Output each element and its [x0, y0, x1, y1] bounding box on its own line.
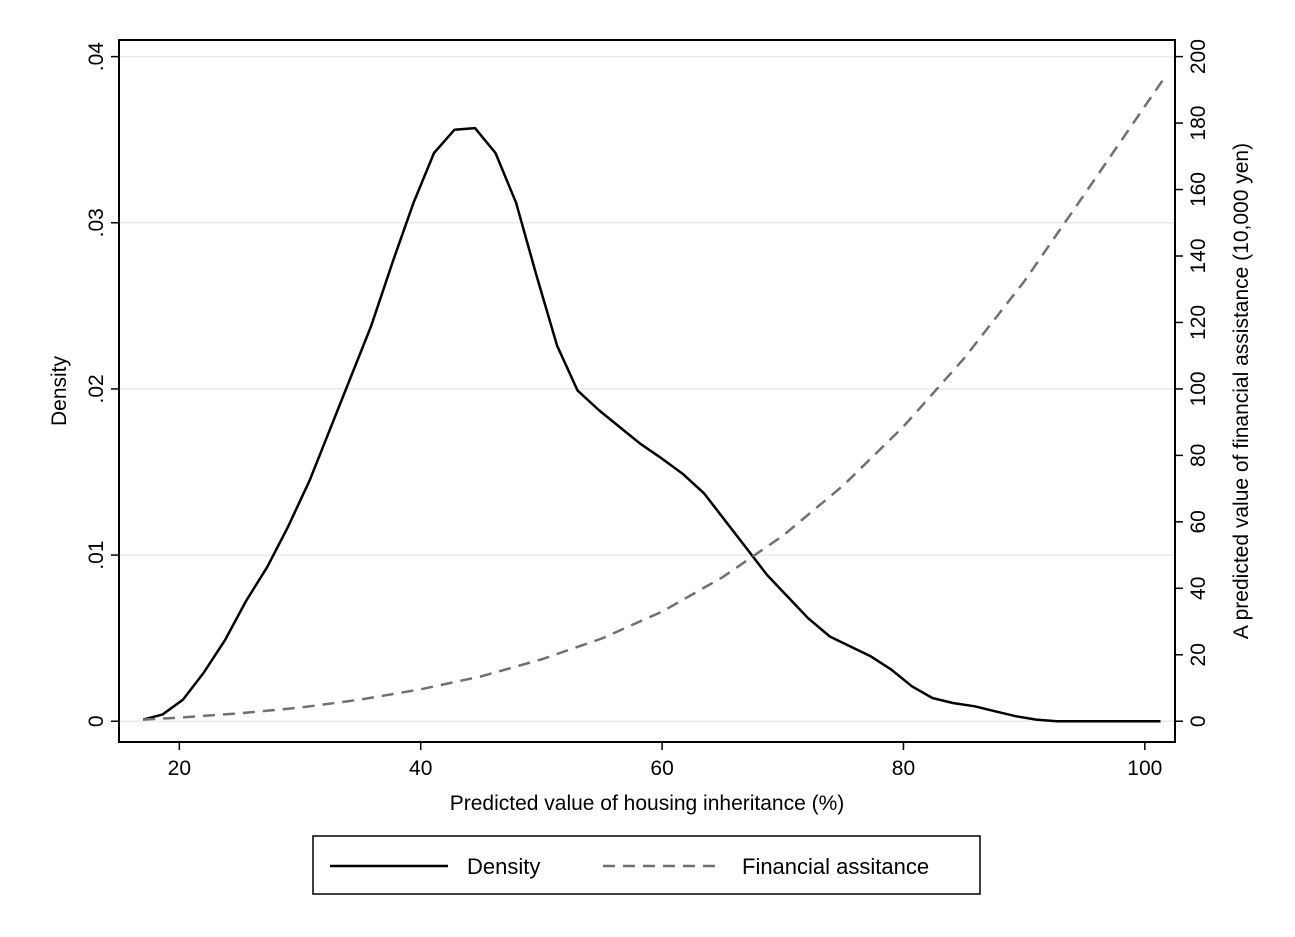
- y-tick-label-0: 0: [85, 715, 108, 727]
- x-axis: 20 40 60 80 100: [168, 742, 1162, 780]
- y2-tick-label-4: 80: [1187, 444, 1210, 467]
- y-axis-title: Density: [48, 355, 71, 426]
- y2-tick-label-2: 40: [1187, 577, 1210, 600]
- legend: Density Financial assitance: [312, 835, 981, 895]
- legend-label-financial-assistance: Financial assitance: [742, 854, 929, 879]
- series-line-density: [142, 126, 1161, 723]
- y2-tick-label-6: 120: [1187, 305, 1210, 340]
- y-tick-label-4: .04: [85, 42, 108, 72]
- y-axis-left: 0 .01 .02 .03 .04: [85, 42, 119, 727]
- series-line-financial-assistance: [143, 79, 1164, 721]
- x-tick-label-3: 80: [892, 757, 915, 780]
- legend-label-density: Density: [467, 854, 540, 879]
- x-tick-label-2: 60: [650, 757, 673, 780]
- y2-tick-label-5: 100: [1187, 371, 1210, 406]
- y2-tick-label-9: 180: [1187, 106, 1210, 141]
- y-tick-label-3: .03: [85, 208, 108, 237]
- y-tick-label-1: .01: [85, 540, 108, 569]
- x-tick-label-1: 40: [409, 757, 432, 780]
- y2-tick-label-7: 140: [1187, 238, 1210, 273]
- series-layer: [142, 79, 1164, 723]
- y-axis-right: 0 20 40 60 80 100 120 140 160 180 200: [1175, 39, 1210, 727]
- y2-tick-label-3: 60: [1187, 510, 1210, 533]
- y2-tick-label-0: 0: [1187, 715, 1210, 727]
- x-axis-title: Predicted value of housing inheritance (…: [450, 792, 845, 815]
- gridlines: [119, 55, 1175, 722]
- y2-tick-label-8: 160: [1187, 172, 1210, 207]
- y2-axis-title: A predicted value of financial assistanc…: [1230, 143, 1253, 639]
- y2-tick-label-1: 20: [1187, 643, 1210, 666]
- plot-frame: [118, 39, 1176, 743]
- y-tick-label-2: .02: [85, 374, 108, 403]
- x-tick-label-4: 100: [1127, 757, 1162, 780]
- y2-tick-label-10: 200: [1187, 39, 1210, 74]
- x-tick-label-0: 20: [168, 757, 191, 780]
